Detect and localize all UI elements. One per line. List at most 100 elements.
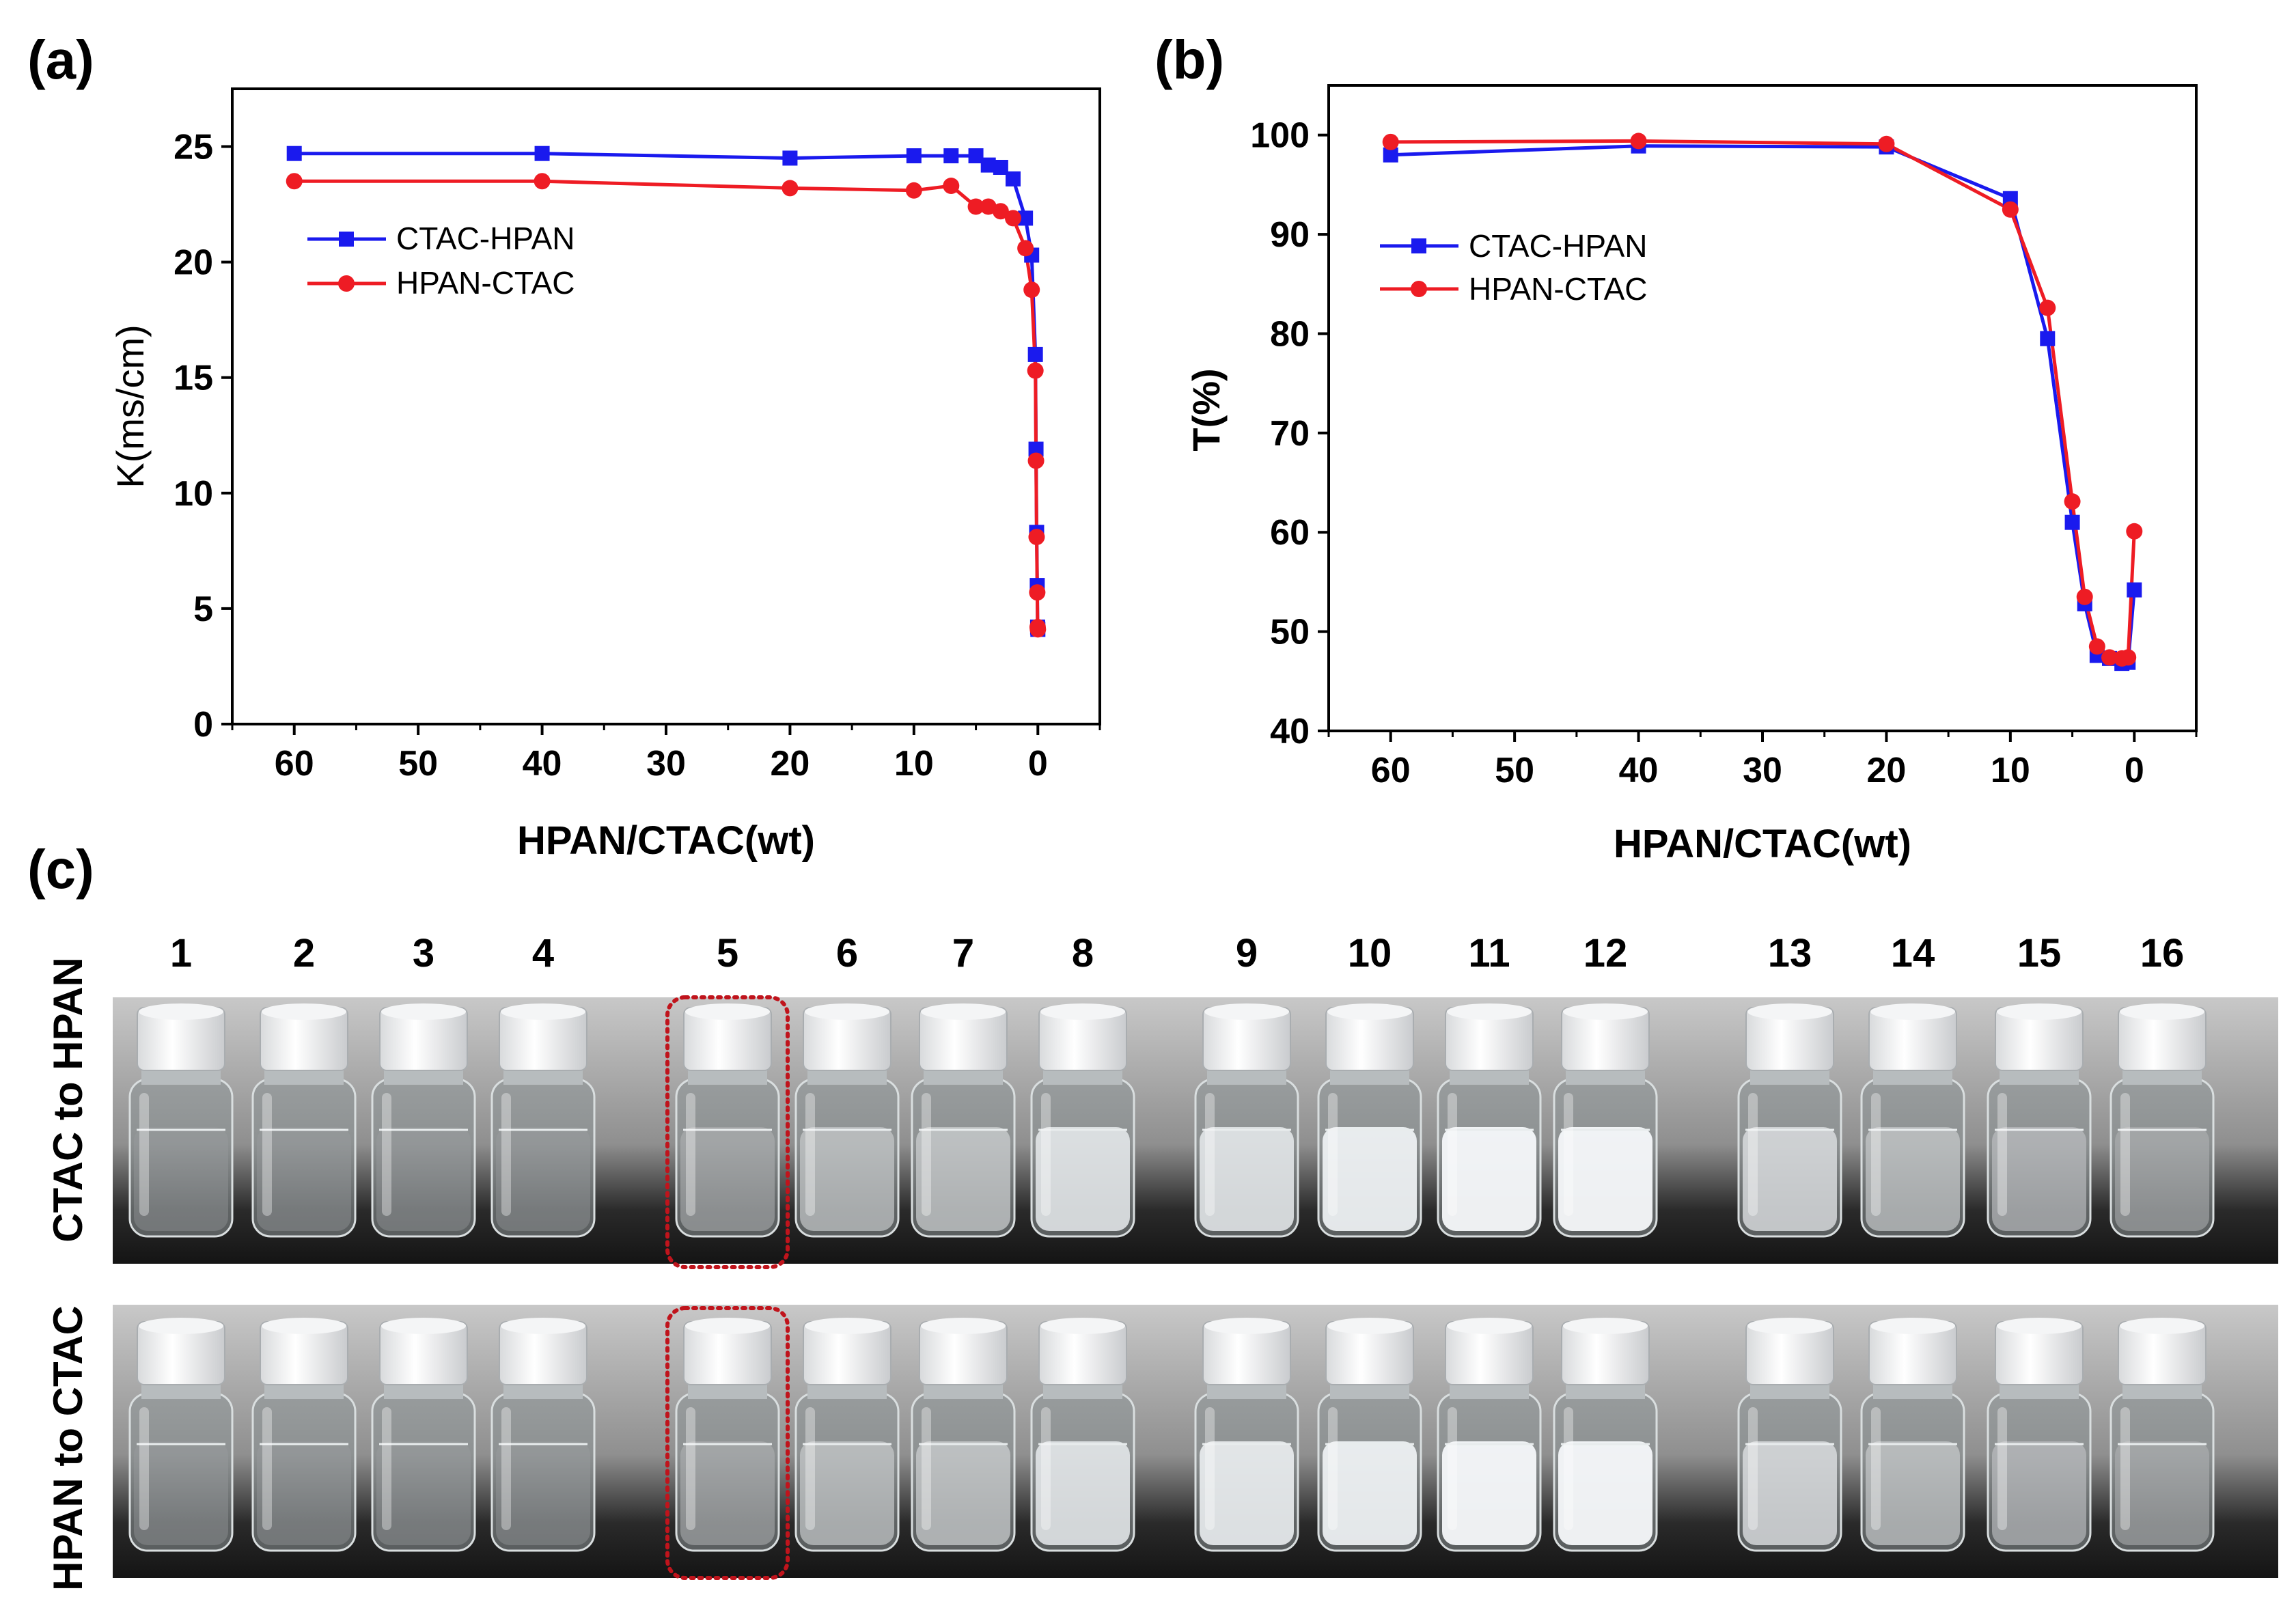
sample-number: 11 bbox=[1468, 931, 1510, 975]
vial-bottom bbox=[1194, 1318, 1299, 1552]
vial-cap-top bbox=[1747, 1003, 1832, 1020]
vial-cap-top bbox=[262, 1003, 346, 1020]
data-point-ctac-hpan bbox=[1383, 147, 1398, 163]
highlight-box-bottom bbox=[665, 1306, 790, 1580]
vial-bottom bbox=[128, 1318, 234, 1552]
vial-bottom bbox=[1860, 1318, 1965, 1552]
y-tick-label: 20 bbox=[174, 243, 213, 283]
data-point-hpan-ctac bbox=[2126, 523, 2143, 540]
vial-liquid bbox=[1036, 1441, 1130, 1545]
data-point-ctac-hpan bbox=[980, 157, 996, 173]
vial-top bbox=[911, 1003, 1016, 1238]
vial-liquid bbox=[257, 1441, 351, 1545]
vial-liquid bbox=[1743, 1127, 1837, 1231]
glass-reflection bbox=[1448, 1407, 1457, 1530]
y-tick-label: 50 bbox=[1270, 613, 1310, 652]
y-tick-label: 40 bbox=[1270, 712, 1310, 751]
data-point-hpan-ctac bbox=[967, 198, 984, 215]
data-point-ctac-hpan bbox=[1027, 346, 1043, 362]
vial-top bbox=[675, 1003, 780, 1238]
glass-reflection bbox=[922, 1093, 931, 1216]
vial-liquid bbox=[916, 1441, 1010, 1545]
vial-top bbox=[128, 1003, 234, 1238]
vial-liquid bbox=[1866, 1127, 1960, 1231]
glass-reflection bbox=[1997, 1093, 2007, 1216]
vial-top bbox=[251, 1003, 357, 1238]
vial-liquid bbox=[1200, 1127, 1294, 1231]
data-point-ctac-hpan bbox=[1028, 441, 1044, 457]
vial-liquid bbox=[134, 1127, 228, 1231]
x-tick-label: 60 bbox=[1371, 751, 1411, 790]
vial-cap-top bbox=[1040, 1003, 1125, 1020]
glass-reflection bbox=[1328, 1093, 1338, 1216]
sample-number: 5 bbox=[717, 931, 738, 975]
vial-cap-top bbox=[1447, 1003, 1532, 1020]
vial-cap-top bbox=[2120, 1318, 2204, 1334]
data-point-hpan-ctac bbox=[980, 198, 997, 215]
data-point-ctac-hpan bbox=[993, 159, 1008, 175]
vial-cap-top bbox=[805, 1318, 889, 1334]
data-point-hpan-ctac bbox=[1028, 529, 1045, 546]
vial-cap-top bbox=[1447, 1318, 1532, 1334]
data-point-ctac-hpan bbox=[1006, 171, 1021, 186]
vial-liquid bbox=[1866, 1441, 1960, 1545]
data-point-ctac-hpan bbox=[2064, 514, 2080, 530]
row-label-top: CTAC to HPAN bbox=[45, 957, 91, 1243]
sample-number: 6 bbox=[836, 931, 858, 975]
data-point-ctac-hpan bbox=[2040, 331, 2056, 346]
x-tick-label: 0 bbox=[1028, 744, 1048, 784]
vial-bottom bbox=[1987, 1318, 2092, 1552]
vial-bottom bbox=[1437, 1318, 1542, 1552]
data-point-ctac-hpan bbox=[2127, 582, 2142, 598]
sample-number: 4 bbox=[532, 931, 554, 975]
vial-liquid bbox=[2115, 1441, 2209, 1545]
vial-cap-top bbox=[805, 1003, 889, 1020]
plot-frame-b bbox=[1327, 84, 2198, 732]
vial-top bbox=[794, 1003, 900, 1238]
vial-liquid bbox=[1442, 1441, 1536, 1545]
sample-number: 3 bbox=[413, 931, 434, 975]
sample-number: 1 bbox=[170, 931, 192, 975]
y-tick-label: 100 bbox=[1250, 116, 1310, 156]
row-label-bottom: HPAN to CTAC bbox=[45, 1305, 91, 1591]
sample-number: 10 bbox=[1348, 931, 1392, 975]
vial-liquid bbox=[916, 1127, 1010, 1231]
glass-reflection bbox=[686, 1093, 695, 1216]
data-point-hpan-ctac bbox=[534, 173, 551, 190]
x-tick-label: 50 bbox=[398, 744, 438, 784]
data-point-hpan-ctac bbox=[2101, 649, 2118, 666]
vial-cap-top bbox=[1870, 1318, 1955, 1334]
x-tick-label: 50 bbox=[1495, 751, 1534, 790]
series-group-a bbox=[286, 146, 1047, 638]
x-tick-label: 0 bbox=[2125, 751, 2144, 790]
legend-label-ctac-hpan-b: CTAC-HPAN bbox=[1469, 228, 1648, 264]
panel-label-a: (a) bbox=[27, 29, 94, 90]
vial-liquid bbox=[134, 1441, 228, 1545]
vial-liquid bbox=[1992, 1441, 2086, 1545]
data-point-hpan-ctac bbox=[1029, 621, 1047, 638]
glass-reflection bbox=[1871, 1407, 1881, 1530]
glass-reflection bbox=[686, 1407, 695, 1530]
data-point-hpan-ctac bbox=[2088, 638, 2105, 655]
y-tick-label: 60 bbox=[1270, 513, 1310, 553]
glass-reflection bbox=[1564, 1093, 1573, 1216]
vial-liquid bbox=[376, 1127, 471, 1231]
vial-cap-top bbox=[1204, 1318, 1289, 1334]
data-point-ctac-hpan bbox=[968, 148, 984, 164]
legend-marker-hpan-ctac-a bbox=[338, 275, 355, 292]
sample-number: 12 bbox=[1583, 931, 1628, 975]
data-point-hpan-ctac bbox=[1027, 452, 1045, 469]
panel-label-c: (c) bbox=[27, 839, 94, 900]
glass-reflection bbox=[1041, 1407, 1051, 1530]
glass-reflection bbox=[262, 1407, 272, 1530]
x-tick-label: 40 bbox=[523, 744, 562, 784]
sample-number: 15 bbox=[2017, 931, 2062, 975]
y-axis-label-b: T(%) bbox=[1185, 368, 1228, 451]
data-point-ctac-hpan bbox=[286, 146, 302, 161]
vial-liquid bbox=[257, 1127, 351, 1231]
series-line-hpan-ctac bbox=[1390, 139, 2136, 661]
sample-numbers: 1 2 3 4 5 6 7 8 9 10 11 12 13 14 15 16 bbox=[170, 931, 2184, 975]
vial-liquid bbox=[800, 1127, 894, 1231]
vial-liquid bbox=[800, 1441, 894, 1545]
